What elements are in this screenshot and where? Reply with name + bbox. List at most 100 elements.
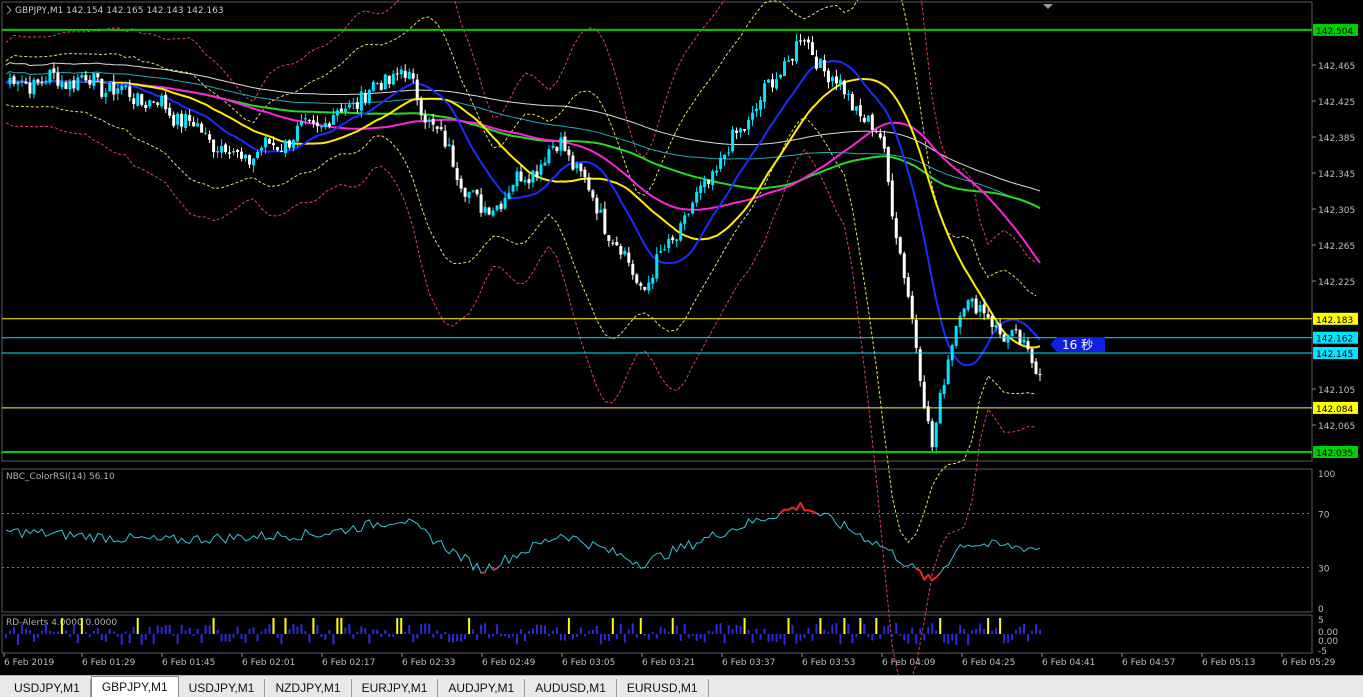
alert-bar xyxy=(245,634,247,643)
candle-body xyxy=(376,83,379,84)
symbol-info-label: GBPJPY,M1 142.154 142.165 142.143 142.16… xyxy=(15,6,224,16)
candle-body xyxy=(472,190,475,191)
alert-bar xyxy=(5,634,7,638)
candle-body xyxy=(16,82,19,85)
alert-tick-label: 5 xyxy=(1318,616,1324,626)
candle-body xyxy=(723,155,726,159)
price-level-tag-label: 142.035 xyxy=(1316,449,1353,459)
candle-body xyxy=(571,156,574,170)
candle-body xyxy=(959,316,962,327)
candle-body xyxy=(232,151,235,153)
candle-body xyxy=(292,140,295,148)
candle-body xyxy=(56,73,59,86)
candle-body xyxy=(851,94,854,110)
candle-body xyxy=(324,123,327,127)
tab-usdjpy-m1[interactable]: USDJPY,M1 xyxy=(179,679,266,697)
alert-bar xyxy=(300,624,302,634)
tab-audusd-m1[interactable]: AUDUSD,M1 xyxy=(525,679,617,697)
candle-body xyxy=(727,152,730,153)
alert-bar xyxy=(380,634,382,637)
candle-body xyxy=(332,115,335,125)
alert-bar xyxy=(776,634,778,642)
candle-body xyxy=(839,80,842,85)
alert-bar xyxy=(831,625,833,634)
rsi-extreme-segment xyxy=(920,571,924,580)
alert-bar xyxy=(85,632,87,634)
tab-nzdjpy-m1[interactable]: NZDJPY,M1 xyxy=(265,679,351,697)
alert-bar xyxy=(624,634,626,642)
alert-bar xyxy=(213,618,215,634)
alert-bar xyxy=(744,618,746,634)
candle-body xyxy=(428,120,431,122)
candle-body xyxy=(779,75,782,78)
rsi-extreme-segment xyxy=(916,569,920,571)
alert-bar xyxy=(185,630,187,634)
alert-bar xyxy=(648,634,650,640)
alert-bar xyxy=(660,627,662,634)
alert-bar xyxy=(324,634,326,640)
alert-bar xyxy=(835,623,837,634)
candle-body xyxy=(448,144,451,146)
candle-body xyxy=(348,104,351,107)
candle-body xyxy=(176,114,179,125)
alert-bar xyxy=(891,634,893,636)
candle-body xyxy=(308,120,311,121)
candle-body xyxy=(480,194,483,212)
inner-band-upper xyxy=(6,0,1036,296)
alert-bar xyxy=(133,627,135,634)
alert-bar xyxy=(839,634,841,644)
alert-bar xyxy=(532,628,534,634)
alert-bar xyxy=(392,634,394,637)
candle-body xyxy=(903,253,906,278)
alert-bar xyxy=(616,634,618,639)
candle-body xyxy=(392,74,395,85)
candle-body xyxy=(967,300,970,310)
candle-body xyxy=(76,77,79,90)
candle-body xyxy=(991,316,994,327)
alert-bar xyxy=(193,634,195,636)
alert-bar xyxy=(464,634,466,639)
alert-bar xyxy=(536,625,538,634)
alert-bar xyxy=(1039,630,1041,634)
alert-bar xyxy=(971,630,973,634)
candle-body xyxy=(32,80,35,95)
candle-body xyxy=(715,171,718,173)
price-tick-label: 142.425 xyxy=(1318,98,1355,108)
outer-band-lower xyxy=(6,123,1036,675)
tab-gbpjpy-m1[interactable]: GBPJPY,M1 xyxy=(91,676,179,697)
candle-body xyxy=(803,40,806,41)
tab-eurusd-m1[interactable]: EURUSD,M1 xyxy=(617,679,709,697)
alert-bar xyxy=(576,634,578,637)
candle-body xyxy=(759,100,762,110)
candle-body xyxy=(268,139,271,144)
alert-bar xyxy=(524,634,526,641)
alert-bar xyxy=(508,634,510,638)
alert-bar xyxy=(21,625,23,634)
alert-bar xyxy=(827,631,829,634)
alert-bar xyxy=(45,623,47,634)
candle-body xyxy=(747,120,750,129)
alert-bar xyxy=(528,631,530,634)
candle-body xyxy=(476,190,479,194)
alert-bar xyxy=(672,618,674,634)
candle-body xyxy=(931,421,934,447)
tab-audjpy-m1[interactable]: AUDJPY,M1 xyxy=(438,679,525,697)
time-tick-label: 6 Feb 04:57 xyxy=(1122,658,1175,668)
tab-usdjpy-m1[interactable]: USDJPY,M1 xyxy=(4,679,91,697)
chart-canvas[interactable]: 142.465142.425142.385142.345142.305142.2… xyxy=(0,0,1363,675)
alert-bar xyxy=(568,618,570,634)
candle-body xyxy=(767,80,770,83)
rsi-extreme-segment xyxy=(932,577,936,580)
alert-bar xyxy=(811,634,813,641)
candle-body xyxy=(120,86,123,90)
alert-bar xyxy=(460,634,462,642)
alert-bar xyxy=(628,630,630,634)
alert-bar xyxy=(871,634,873,641)
alert-bar xyxy=(756,629,758,634)
candle-body xyxy=(40,82,43,83)
candle-body xyxy=(631,264,634,275)
tab-eurjpy-m1[interactable]: EURJPY,M1 xyxy=(352,679,439,697)
alert-bar xyxy=(500,634,502,636)
alert-bar xyxy=(253,628,255,634)
